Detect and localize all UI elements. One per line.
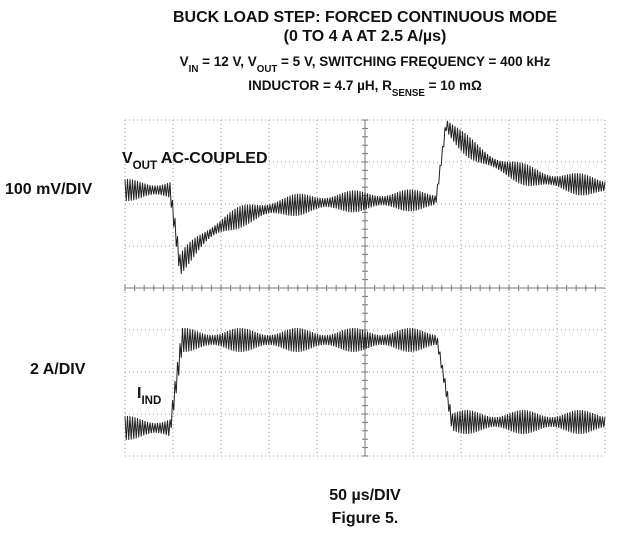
text-run: AC-COUPLED xyxy=(157,150,268,167)
waveform xyxy=(124,327,606,441)
channel-2-label: IIND xyxy=(137,385,161,407)
channel-1-scale: 100 mV/DIV xyxy=(5,181,92,198)
subtitle-line: VIN = 12 V, VOUT = 5 V, SWITCHING FREQUE… xyxy=(180,54,551,75)
text-run: = 10 mΩ xyxy=(425,78,482,93)
subscript: SENSE xyxy=(392,88,425,99)
text-run: V xyxy=(180,54,189,69)
subscript: IND xyxy=(141,395,161,407)
title-line: (0 TO 4 A AT 2.5 A/µs) xyxy=(284,28,447,45)
subscript: OUT xyxy=(133,160,157,172)
text-run: = 12 V, V xyxy=(198,54,256,69)
text-run: V xyxy=(122,150,133,167)
text-run: BUCK LOAD STEP: FORCED CONTINUOUS MODE xyxy=(173,9,557,26)
channel-2-scale: 2 A/DIV xyxy=(30,361,86,378)
time-scale: 50 µs/DIV xyxy=(329,487,401,504)
channel-1-label: VOUT AC-COUPLED xyxy=(122,150,268,172)
text-run: INDUCTOR = 4.7 µH, R xyxy=(248,78,392,93)
text-run: (0 TO 4 A AT 2.5 A/µs) xyxy=(284,28,447,45)
text-run: I xyxy=(137,385,141,402)
subscript: IN xyxy=(189,64,199,75)
waveform xyxy=(124,120,606,275)
subscript: OUT xyxy=(257,64,278,75)
subtitle-line: INDUCTOR = 4.7 µH, RSENSE = 10 mΩ xyxy=(248,78,482,99)
text-run: = 5 V, SWITCHING FREQUENCY = 400 kHz xyxy=(277,54,550,69)
caption: Figure 5. xyxy=(332,510,399,527)
labels: BUCK LOAD STEP: FORCED CONTINUOUS MODE (0… xyxy=(122,9,557,407)
scope-grid xyxy=(124,119,606,457)
title-line: BUCK LOAD STEP: FORCED CONTINUOUS MODE xyxy=(173,9,557,26)
